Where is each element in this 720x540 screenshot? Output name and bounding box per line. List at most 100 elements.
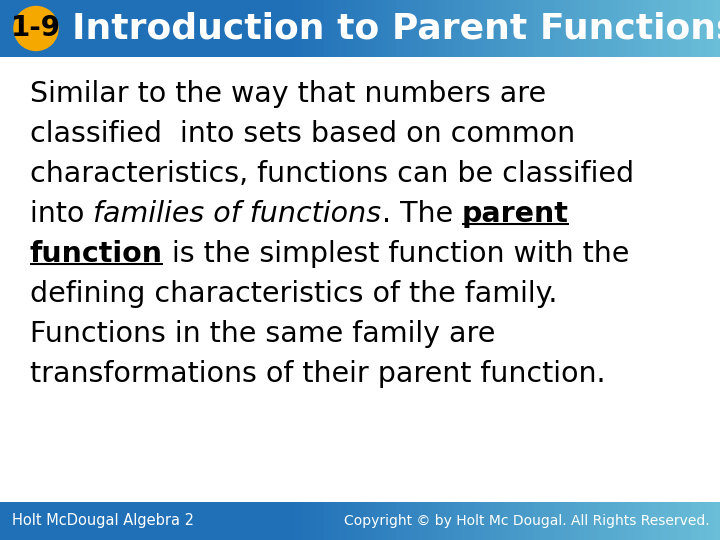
Bar bbox=[475, 502, 483, 540]
Bar bbox=[360, 0, 368, 57]
Bar bbox=[317, 502, 325, 540]
Bar bbox=[533, 502, 541, 540]
Text: transformations of their parent function.: transformations of their parent function… bbox=[30, 360, 606, 388]
Bar bbox=[374, 502, 382, 540]
Bar bbox=[677, 0, 685, 57]
Bar bbox=[612, 502, 620, 540]
Bar bbox=[482, 502, 490, 540]
Bar bbox=[590, 0, 598, 57]
Bar bbox=[461, 0, 469, 57]
Bar bbox=[396, 502, 404, 540]
Bar bbox=[706, 502, 714, 540]
Text: Similar to the way that numbers are: Similar to the way that numbers are bbox=[30, 80, 546, 108]
Text: . The: . The bbox=[382, 200, 462, 228]
Bar bbox=[526, 0, 534, 57]
Circle shape bbox=[14, 6, 58, 51]
Bar bbox=[655, 502, 663, 540]
Bar bbox=[302, 502, 310, 540]
Bar bbox=[490, 0, 498, 57]
Bar bbox=[338, 502, 346, 540]
Bar bbox=[432, 502, 440, 540]
Bar bbox=[626, 502, 634, 540]
Bar bbox=[648, 502, 656, 540]
Bar bbox=[605, 502, 613, 540]
Bar bbox=[533, 0, 541, 57]
Bar bbox=[446, 0, 454, 57]
Bar bbox=[691, 502, 699, 540]
Bar bbox=[626, 0, 634, 57]
Bar bbox=[346, 0, 354, 57]
Bar bbox=[634, 502, 642, 540]
Bar bbox=[655, 0, 663, 57]
Bar bbox=[670, 502, 678, 540]
Bar bbox=[353, 502, 361, 540]
Bar bbox=[288, 0, 296, 57]
Bar bbox=[698, 502, 706, 540]
Text: Copyright © by Holt Mc Dougal. All Rights Reserved.: Copyright © by Holt Mc Dougal. All Right… bbox=[344, 514, 710, 528]
Text: 1-9: 1-9 bbox=[11, 15, 61, 43]
Bar bbox=[382, 0, 390, 57]
Bar bbox=[605, 0, 613, 57]
Text: Holt McDougal Algebra 2: Holt McDougal Algebra 2 bbox=[12, 514, 194, 529]
Bar bbox=[583, 502, 591, 540]
Bar bbox=[540, 0, 548, 57]
Bar bbox=[389, 502, 397, 540]
Bar bbox=[662, 502, 670, 540]
Bar bbox=[634, 0, 642, 57]
Bar bbox=[410, 502, 418, 540]
Bar bbox=[310, 502, 318, 540]
Bar bbox=[619, 502, 627, 540]
Bar bbox=[691, 0, 699, 57]
Bar bbox=[468, 0, 476, 57]
Bar bbox=[367, 0, 375, 57]
Bar bbox=[302, 0, 310, 57]
Bar bbox=[554, 0, 562, 57]
Bar bbox=[641, 502, 649, 540]
Bar bbox=[331, 0, 339, 57]
Bar bbox=[590, 502, 598, 540]
Bar bbox=[569, 502, 577, 540]
Bar bbox=[389, 0, 397, 57]
Bar bbox=[662, 0, 670, 57]
Bar bbox=[562, 502, 570, 540]
Bar bbox=[547, 0, 555, 57]
Bar bbox=[317, 0, 325, 57]
Bar bbox=[518, 0, 526, 57]
Bar bbox=[648, 0, 656, 57]
Bar bbox=[518, 502, 526, 540]
Bar bbox=[504, 502, 512, 540]
Bar bbox=[324, 0, 332, 57]
Bar bbox=[338, 0, 346, 57]
Text: characteristics, functions can be classified: characteristics, functions can be classi… bbox=[30, 160, 634, 188]
Bar bbox=[490, 502, 498, 540]
Bar bbox=[360, 502, 368, 540]
Text: Introduction to Parent Functions: Introduction to Parent Functions bbox=[72, 11, 720, 45]
Bar bbox=[439, 502, 447, 540]
Text: Functions in the same family are: Functions in the same family are bbox=[30, 320, 495, 348]
Bar bbox=[425, 0, 433, 57]
Bar bbox=[619, 0, 627, 57]
Bar bbox=[0, 502, 288, 540]
Bar bbox=[698, 0, 706, 57]
Bar bbox=[583, 0, 591, 57]
Bar bbox=[598, 0, 606, 57]
Bar bbox=[396, 0, 404, 57]
Bar bbox=[382, 502, 390, 540]
Bar bbox=[418, 0, 426, 57]
Bar bbox=[547, 502, 555, 540]
Bar bbox=[310, 0, 318, 57]
Bar bbox=[374, 0, 382, 57]
Bar bbox=[612, 0, 620, 57]
Bar bbox=[446, 502, 454, 540]
Bar bbox=[468, 502, 476, 540]
Bar bbox=[511, 502, 519, 540]
Bar bbox=[598, 502, 606, 540]
Text: classified  into sets based on common: classified into sets based on common bbox=[30, 120, 575, 148]
Bar bbox=[425, 502, 433, 540]
Text: function: function bbox=[30, 240, 163, 268]
Bar bbox=[504, 0, 512, 57]
Bar bbox=[432, 0, 440, 57]
Bar bbox=[684, 502, 692, 540]
Bar bbox=[439, 0, 447, 57]
Bar bbox=[641, 0, 649, 57]
